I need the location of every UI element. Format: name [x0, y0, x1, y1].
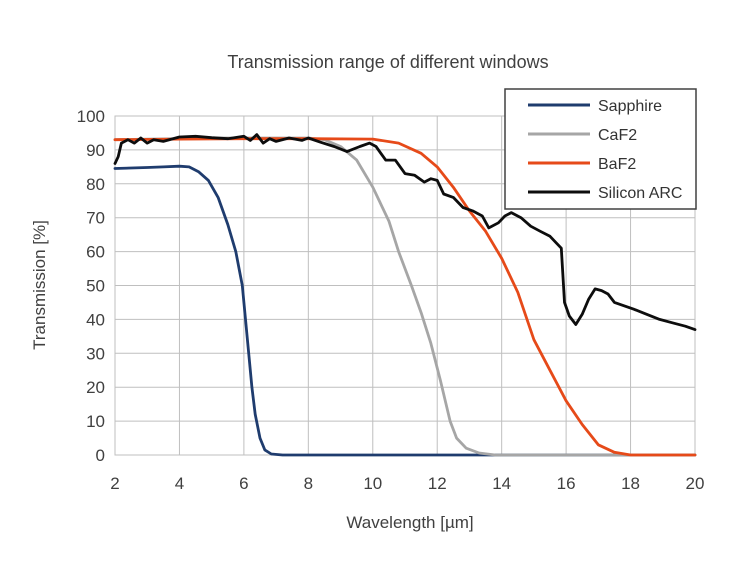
y-tick-label: 70	[86, 209, 105, 228]
y-tick-label: 0	[96, 446, 105, 465]
y-tick-label: 60	[86, 243, 105, 262]
x-axis-label: Wavelength [µm]	[346, 513, 473, 532]
legend-label-silicon-arc: Silicon ARC	[598, 185, 682, 202]
x-tick-label: 4	[175, 474, 184, 493]
y-tick-label: 30	[86, 344, 105, 363]
y-tick-label: 10	[86, 412, 105, 431]
chart-title: Transmission range of different windows	[227, 52, 548, 72]
series-layer	[113, 133, 697, 457]
x-tick-label: 16	[557, 474, 576, 493]
legend-box	[504, 88, 697, 210]
legend: Sapphire CaF2 BaF2 Silicon ARC	[504, 88, 697, 210]
x-tick-label: 20	[686, 474, 705, 493]
y-tick-label: 100	[77, 107, 105, 126]
series-line-silicon-arc	[113, 133, 697, 331]
x-tick-label: 2	[110, 474, 119, 493]
series-line-baf2	[113, 137, 697, 457]
x-tick-label: 6	[239, 474, 248, 493]
y-tick-label: 50	[86, 277, 105, 296]
x-tick-label: 14	[492, 474, 511, 493]
y-axis-label: Transmission [%]	[30, 220, 49, 350]
y-tick-label: 40	[86, 310, 105, 329]
y-tick-label: 90	[86, 141, 105, 160]
x-tick-label: 10	[363, 474, 382, 493]
x-tick-label: 8	[304, 474, 313, 493]
tick-labels: 0 10 20 30 40 50 60 70 80 90 100 2 4 6 8 10 12 14 16 18 20	[77, 107, 705, 493]
x-tick-label: 18	[621, 474, 640, 493]
y-tick-label: 20	[86, 378, 105, 397]
series-line-sapphire	[113, 164, 697, 457]
legend-label-caf2: CaF2	[598, 127, 637, 144]
legend-label-sapphire: Sapphire	[598, 98, 662, 115]
y-tick-label: 80	[86, 175, 105, 194]
legend-label-baf2: BaF2	[598, 156, 636, 173]
x-tick-label: 12	[428, 474, 447, 493]
